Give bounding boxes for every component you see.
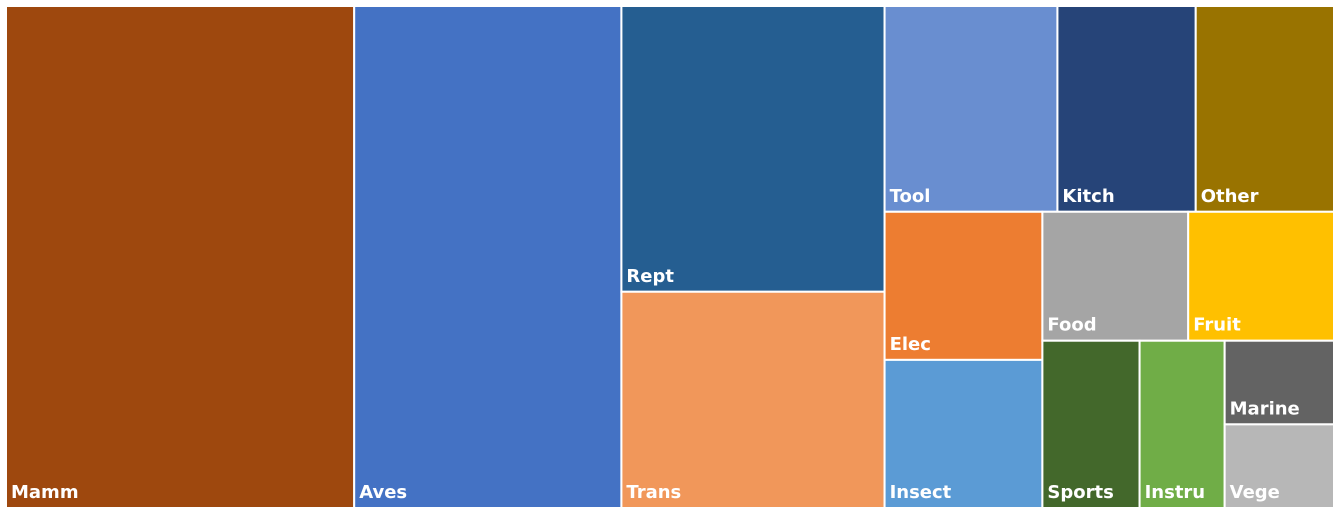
tile [1223, 339, 1336, 426]
tile-label: Fruit [1193, 315, 1241, 336]
tile-label: Aves [359, 482, 407, 503]
tile-label: Sports [1047, 482, 1113, 503]
tile [883, 358, 1044, 508]
tile-label: Vege [1230, 482, 1280, 503]
tile-label: Instru [1145, 482, 1206, 503]
tile-label: Food [1047, 315, 1096, 336]
tile-label: Rept [626, 266, 674, 287]
tile [1187, 210, 1335, 342]
tile [620, 290, 886, 508]
tile-label: Elec [890, 334, 931, 355]
tile [883, 210, 1044, 361]
tile [1056, 5, 1197, 213]
tile-label: Marine [1230, 398, 1300, 419]
tile [5, 5, 356, 508]
tile [883, 5, 1059, 213]
tile [1194, 5, 1336, 213]
tile-label: Kitch [1062, 186, 1114, 207]
tile [353, 5, 623, 508]
tile [620, 5, 886, 293]
tile-label: Tool [890, 186, 931, 207]
tile-label: Trans [626, 482, 681, 503]
tile-label: Other [1201, 186, 1259, 207]
tile-label: Mamm [11, 482, 79, 503]
tile [1041, 339, 1141, 508]
tile-label: Insect [890, 482, 952, 503]
